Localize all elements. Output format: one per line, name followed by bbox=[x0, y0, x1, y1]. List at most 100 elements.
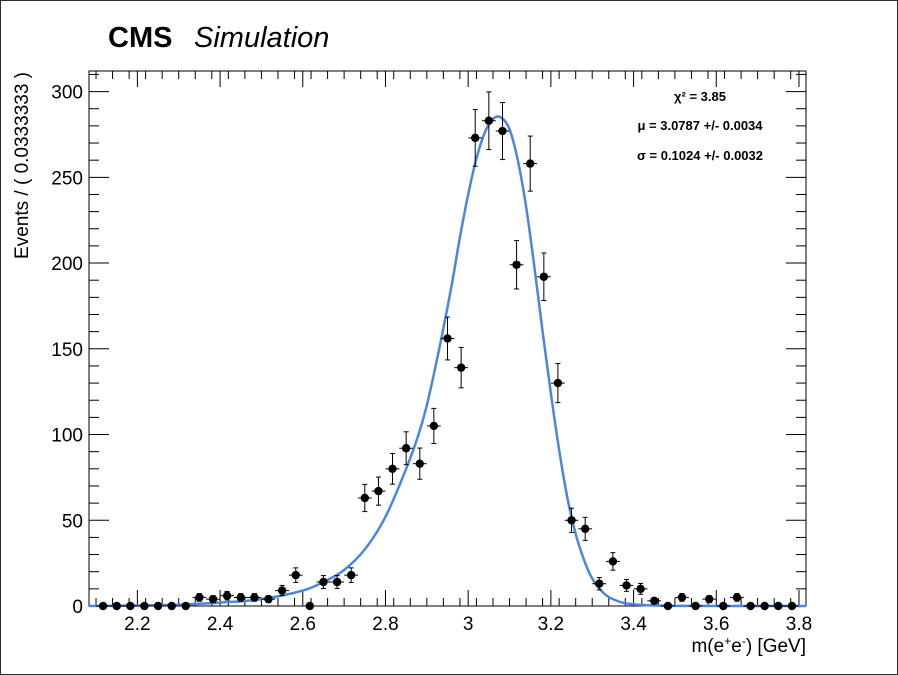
data-point bbox=[606, 552, 620, 571]
data-point bbox=[688, 601, 703, 611]
point-marker bbox=[787, 601, 797, 611]
point-marker bbox=[140, 601, 149, 611]
data-point bbox=[357, 483, 372, 513]
y-tick-label: 300 bbox=[51, 83, 83, 104]
point-marker bbox=[608, 557, 618, 566]
point-marker bbox=[732, 593, 742, 602]
point-marker bbox=[650, 596, 659, 606]
data-point bbox=[454, 346, 469, 389]
point-marker bbox=[277, 586, 287, 595]
data-point bbox=[661, 601, 675, 611]
point-marker bbox=[512, 260, 521, 269]
data-point bbox=[96, 601, 110, 611]
data-point bbox=[523, 135, 538, 192]
plot-frame bbox=[88, 70, 807, 607]
point-marker bbox=[471, 133, 480, 143]
data-point bbox=[633, 582, 648, 595]
point-marker bbox=[291, 570, 300, 580]
point-marker bbox=[456, 363, 466, 372]
point-marker bbox=[126, 601, 135, 611]
data-point bbox=[316, 575, 331, 589]
point-marker bbox=[208, 594, 218, 604]
simulation-label: Simulation bbox=[194, 22, 329, 54]
x-tick-label: 2.4 bbox=[207, 614, 234, 635]
data-point bbox=[757, 601, 772, 611]
data-point bbox=[275, 584, 289, 597]
data-point bbox=[592, 577, 607, 591]
y-tick-label: 200 bbox=[51, 254, 83, 275]
point-marker bbox=[484, 116, 494, 125]
mu-stat: μ = 3.0787 +/- 0.0034 bbox=[637, 118, 763, 133]
fit-curve-layer bbox=[88, 115, 807, 608]
data-point bbox=[109, 601, 124, 611]
x-tick-label: 2.8 bbox=[372, 614, 398, 635]
data-point bbox=[206, 594, 220, 604]
data-point bbox=[261, 594, 276, 604]
data-point bbox=[151, 601, 165, 611]
point-marker bbox=[719, 601, 728, 611]
data-point bbox=[771, 601, 786, 611]
data-point bbox=[426, 407, 441, 445]
y-axis-title: Events / ( 0.0333333 ) bbox=[12, 72, 33, 259]
point-marker bbox=[595, 579, 604, 588]
data-point bbox=[371, 476, 386, 506]
x-tick-label: 3 bbox=[463, 614, 474, 635]
point-marker bbox=[195, 593, 204, 602]
point-marker bbox=[498, 126, 507, 136]
point-marker bbox=[746, 601, 755, 611]
point-marker bbox=[374, 486, 383, 496]
point-marker bbox=[525, 159, 535, 168]
x-tick-label: 3.6 bbox=[703, 614, 729, 635]
data-point bbox=[578, 516, 593, 541]
point-marker bbox=[346, 570, 356, 580]
point-marker bbox=[443, 334, 452, 343]
point-marker bbox=[677, 593, 687, 602]
data-point bbox=[288, 567, 303, 583]
data-point bbox=[385, 452, 400, 485]
data-point bbox=[619, 578, 634, 592]
point-marker bbox=[415, 459, 424, 468]
data-point bbox=[137, 601, 152, 611]
point-marker bbox=[622, 581, 631, 590]
point-marker bbox=[774, 601, 783, 611]
data-point bbox=[730, 593, 744, 602]
data-point bbox=[551, 363, 565, 404]
data-point bbox=[344, 567, 359, 583]
data-point bbox=[247, 593, 262, 602]
fit-curve bbox=[88, 115, 807, 608]
point-marker bbox=[250, 593, 259, 602]
point-marker bbox=[401, 444, 411, 453]
y-tick-label: 250 bbox=[51, 168, 83, 189]
y-tick-label: 50 bbox=[62, 511, 83, 532]
data-point bbox=[675, 593, 689, 602]
point-marker bbox=[181, 601, 190, 611]
point-marker bbox=[663, 601, 673, 611]
data-point bbox=[178, 601, 193, 611]
data-point bbox=[233, 593, 248, 602]
point-marker bbox=[264, 594, 273, 604]
data-point bbox=[192, 593, 207, 602]
data-point bbox=[399, 431, 414, 466]
point-marker bbox=[705, 594, 714, 604]
data-point bbox=[220, 591, 234, 601]
point-marker bbox=[332, 577, 342, 587]
point-marker bbox=[760, 601, 769, 611]
x-tick-label: 3.2 bbox=[538, 614, 564, 635]
data-point bbox=[495, 101, 510, 161]
point-marker bbox=[636, 584, 645, 594]
y-tick-label: 0 bbox=[72, 597, 83, 618]
data-point bbox=[412, 447, 427, 480]
data-point bbox=[440, 316, 455, 361]
plot-axes: 2.2 2.4 2.6 2.8 3 3.2 3.4 3.6 3.8 0 50 100 150 200 250… bbox=[51, 70, 812, 635]
data-point bbox=[702, 594, 717, 604]
chi2-stat: χ² = 3.85 bbox=[674, 89, 726, 104]
data-point bbox=[123, 601, 138, 611]
data-point bbox=[536, 252, 551, 302]
sigma-stat: σ = 0.1024 +/- 0.0032 bbox=[637, 148, 763, 163]
x-tick-label: 3.8 bbox=[786, 614, 812, 635]
point-marker bbox=[539, 272, 549, 281]
data-point bbox=[716, 601, 731, 611]
data-point bbox=[330, 575, 344, 589]
data-point bbox=[564, 507, 579, 533]
